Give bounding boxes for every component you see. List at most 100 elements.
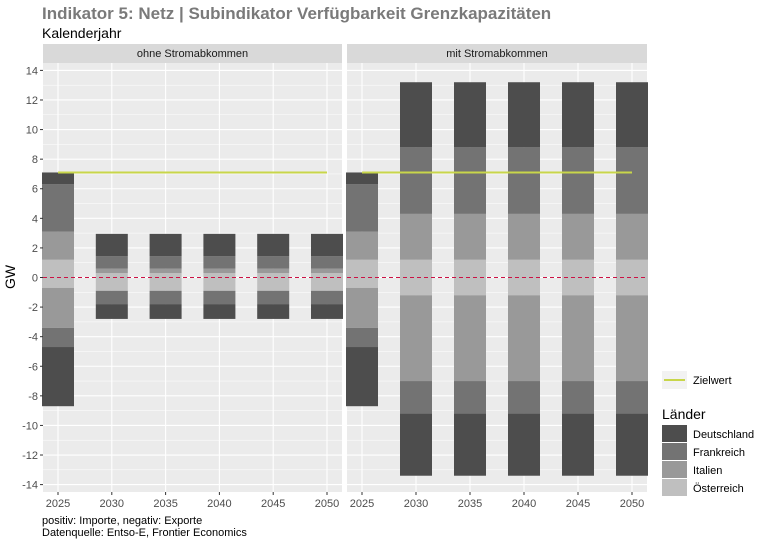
chart-subtitle: Kalenderjahr [42,25,122,41]
bar-segment-italien-positive [508,213,540,260]
bar-segment-deutschland-positive [562,82,594,148]
x-tick-label: 2040 [512,498,536,510]
legend: Zielwert Länder Deutschland Frankreich Ita… [662,371,754,496]
bar-segment-frankreich-negative [508,381,540,414]
bar-segment-deutschland-negative [454,413,486,476]
legend-title: Länder [662,406,706,422]
legend-label: Frankreich [693,447,745,459]
bar-segment-österreich-negative [42,277,74,288]
bar-segment-frankreich-positive [346,184,378,232]
bar-segment-italien-positive [42,231,74,260]
bar-segment-deutschland-negative [346,347,378,407]
bar-segment-österreich-positive [562,259,594,278]
bar-segment-österreich-positive [149,273,182,278]
bar-segment-frankreich-positive [616,147,648,214]
bar-segment-österreich-positive [400,259,432,278]
bar-segment-frankreich-negative [346,327,378,348]
y-tick-label: 14 [26,65,38,77]
y-tick-label: -10 [22,420,38,432]
bar-segment-italien-positive [454,213,486,260]
y-tick-label: 10 [26,125,38,137]
bar-segment-deutschland-positive [257,233,290,257]
bar-segment-österreich-negative [616,277,648,296]
bar-segment-italien-positive [257,268,290,274]
bar-segment-deutschland-positive [42,172,74,185]
bar-segment-italien-negative [346,287,378,328]
caption-2: Datenquelle: Entso-E, Frontier Economics [42,527,247,539]
bar-segment-deutschland-positive [95,233,128,257]
y-tick-label: 8 [32,154,38,166]
x-tick-label: 2050 [620,498,644,510]
x-tick-label: 2035 [153,498,177,510]
y-tick-label: -12 [22,450,38,462]
bar-segment-österreich-negative [562,277,594,296]
bar-segment-österreich-negative [95,277,128,291]
bar-segment-österreich-positive [508,259,540,278]
facet-strip [43,44,342,63]
bar-segment-frankreich-negative [203,290,236,305]
y-tick-label: 6 [32,184,38,196]
bar-segment-frankreich-negative [616,381,648,414]
bar-segment-deutschland-negative [42,347,74,407]
y-tick-label: 4 [32,213,38,225]
y-tick-label: -8 [28,391,38,403]
legend-label: Österreich [693,483,744,495]
bar-segment-frankreich-negative [257,290,290,305]
bar-segment-österreich-negative [346,277,378,288]
x-tick-label: 2025 [350,498,374,510]
bar-segment-frankreich-negative [454,381,486,414]
bar-segment-deutschland-positive [454,82,486,148]
bar-segment-österreich-positive [203,273,236,278]
x-tick-label: 2030 [404,498,428,510]
legend-label: Deutschland [693,429,754,441]
bar-segment-österreich-negative [149,277,182,291]
bar-segment-frankreich-negative [95,290,128,305]
bar-segment-frankreich-negative [42,327,74,348]
bar-segment-deutschland-negative [616,413,648,476]
bar-segment-italien-positive [149,268,182,274]
bar-segment-italien-positive [95,268,128,274]
bar-segment-italien-negative [42,287,74,328]
facet-strip-label: mit Stromabkommen [446,48,547,60]
bar-segment-frankreich-positive [562,147,594,214]
x-tick-label: 2040 [207,498,231,510]
bar-segment-frankreich-negative [562,381,594,414]
y-axis-label: GW [2,264,18,289]
x-tick-label: 2045 [566,498,590,510]
y-tick-label: 2 [32,243,38,255]
bar-segment-deutschland-negative [257,304,290,319]
y-tick-label: -4 [28,332,38,344]
legend-swatch-deutschland [662,425,687,442]
y-tick-label: -14 [22,480,38,492]
bar-segment-deutschland-positive [203,233,236,257]
bar-segment-italien-positive [562,213,594,260]
x-tick-label: 2025 [46,498,70,510]
bar-segment-deutschland-positive [346,172,378,185]
bar-segment-deutschland-positive [149,233,182,257]
y-tick-label: 12 [26,95,38,107]
bar-segment-österreich-negative [400,277,432,296]
bar-segment-frankreich-positive [203,256,236,269]
bar-segment-österreich-positive [42,259,74,278]
bar-segment-deutschland-positive [508,82,540,148]
bar-segment-italien-negative [454,295,486,382]
bar-segment-italien-positive [616,213,648,260]
bar-segment-deutschland-negative [311,304,343,319]
bar-segment-österreich-positive [311,273,343,278]
bar-segment-italien-positive [311,268,343,274]
chart-title: Indikator 5: Netz | Subindikator Verfügb… [42,4,551,23]
bar-segment-deutschland-positive [400,82,432,148]
legend-swatch-österreich [662,479,687,496]
y-tick-label: 0 [32,273,38,285]
bar-segment-österreich-negative [508,277,540,296]
facet-strip-label: ohne Stromabkommen [137,48,248,60]
bar-segment-deutschland-negative [95,304,128,319]
bar-segment-frankreich-positive [311,256,343,269]
bar-segment-österreich-positive [616,259,648,278]
bar-segment-österreich-negative [454,277,486,296]
bar-segment-deutschland-positive [616,82,648,148]
facet-strip [347,44,647,63]
bar-segment-österreich-negative [257,277,290,291]
bar-segment-österreich-negative [311,277,343,291]
